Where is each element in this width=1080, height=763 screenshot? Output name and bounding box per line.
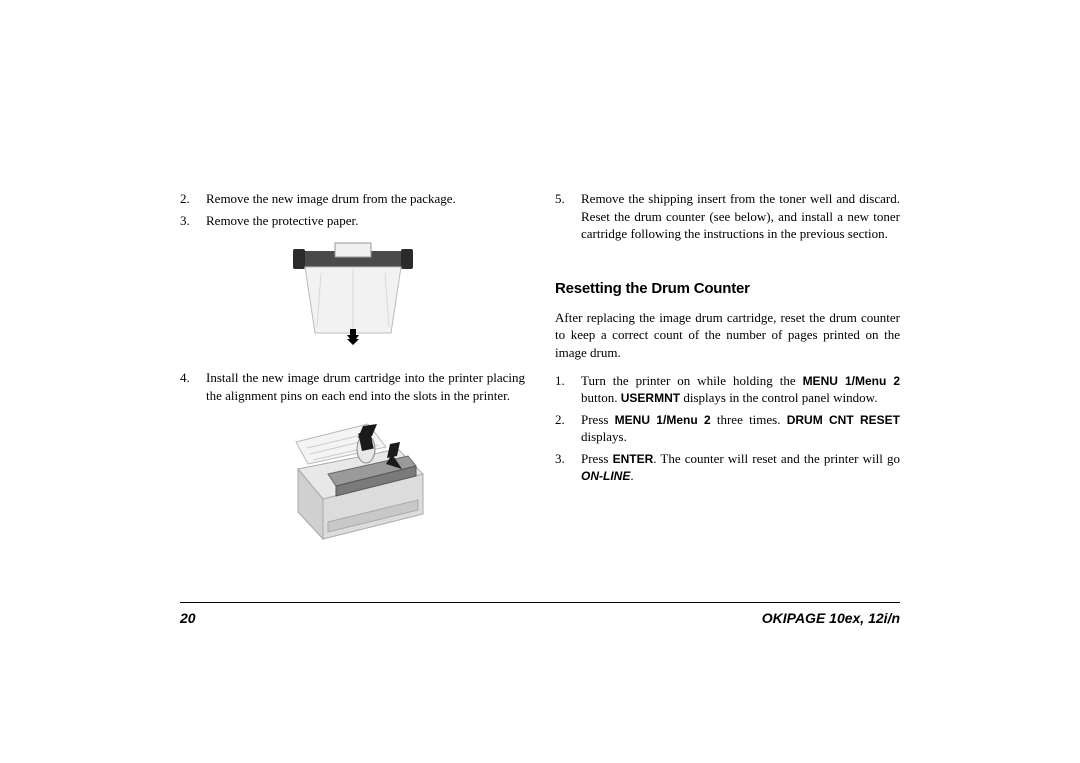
figure-drum-cartridge [180, 239, 525, 349]
list-text: Press MENU 1/Menu 2 three times. DRUM CN… [581, 411, 900, 446]
text-run: Press [581, 412, 615, 427]
bold-run: USERMNT [621, 391, 680, 405]
text-run: Turn the printer on while holding the [581, 373, 803, 388]
text-run: Press [581, 451, 613, 466]
left-column: 2. Remove the new image drum from the pa… [180, 190, 525, 574]
list-number: 2. [180, 190, 206, 208]
footer-divider [180, 602, 900, 603]
model-name: OKIPAGE 10ex, 12i/n [762, 610, 900, 626]
list-number: 4. [180, 369, 206, 404]
list-item: 4. Install the new image drum cartridge … [180, 369, 525, 404]
intro-paragraph: After replacing the image drum cartridge… [555, 309, 900, 362]
page-number: 20 [180, 610, 196, 626]
text-run: displays. [581, 429, 627, 444]
text-run: . [630, 468, 633, 483]
list-number: 1. [555, 372, 581, 407]
text-run: three times. [711, 412, 787, 427]
bold-run: MENU 1/Menu 2 [615, 413, 711, 427]
printer-install-icon [268, 414, 438, 554]
bold-run: ENTER [613, 452, 654, 466]
list-text: Remove the new image drum from the packa… [206, 190, 525, 208]
list-number: 3. [555, 450, 581, 485]
list-number: 5. [555, 190, 581, 243]
list-text: Remove the shipping insert from the tone… [581, 190, 900, 243]
right-column: 5. Remove the shipping insert from the t… [555, 190, 900, 574]
list-item: 1. Turn the printer on while holding the… [555, 372, 900, 407]
list-number: 2. [555, 411, 581, 446]
bold-italic-run: ON-LINE [581, 469, 630, 483]
two-column-layout: 2. Remove the new image drum from the pa… [180, 190, 900, 574]
list-number: 3. [180, 212, 206, 230]
bold-run: MENU 1/Menu 2 [803, 374, 900, 388]
list-item: 2. Press MENU 1/Menu 2 three times. DRUM… [555, 411, 900, 446]
text-run: button. [581, 390, 621, 405]
list-text: Install the new image drum cartridge int… [206, 369, 525, 404]
manual-page: 2. Remove the new image drum from the pa… [0, 0, 1080, 763]
drum-cartridge-icon [273, 239, 433, 349]
list-text: Turn the printer on while holding the ME… [581, 372, 900, 407]
list-item: 3. Press ENTER. The counter will reset a… [555, 450, 900, 485]
text-run: displays in the control panel window. [680, 390, 877, 405]
list-text: Press ENTER. The counter will reset and … [581, 450, 900, 485]
page-footer: 20 OKIPAGE 10ex, 12i/n [180, 610, 900, 626]
figure-printer-install [180, 414, 525, 554]
list-item: 5. Remove the shipping insert from the t… [555, 190, 900, 243]
list-text: Remove the protective paper. [206, 212, 525, 230]
list-item: 3. Remove the protective paper. [180, 212, 525, 230]
bold-run: DRUM CNT RESET [787, 413, 900, 427]
list-item: 2. Remove the new image drum from the pa… [180, 190, 525, 208]
text-run: . The counter will reset and the printer… [653, 451, 900, 466]
section-heading: Resetting the Drum Counter [555, 279, 900, 299]
